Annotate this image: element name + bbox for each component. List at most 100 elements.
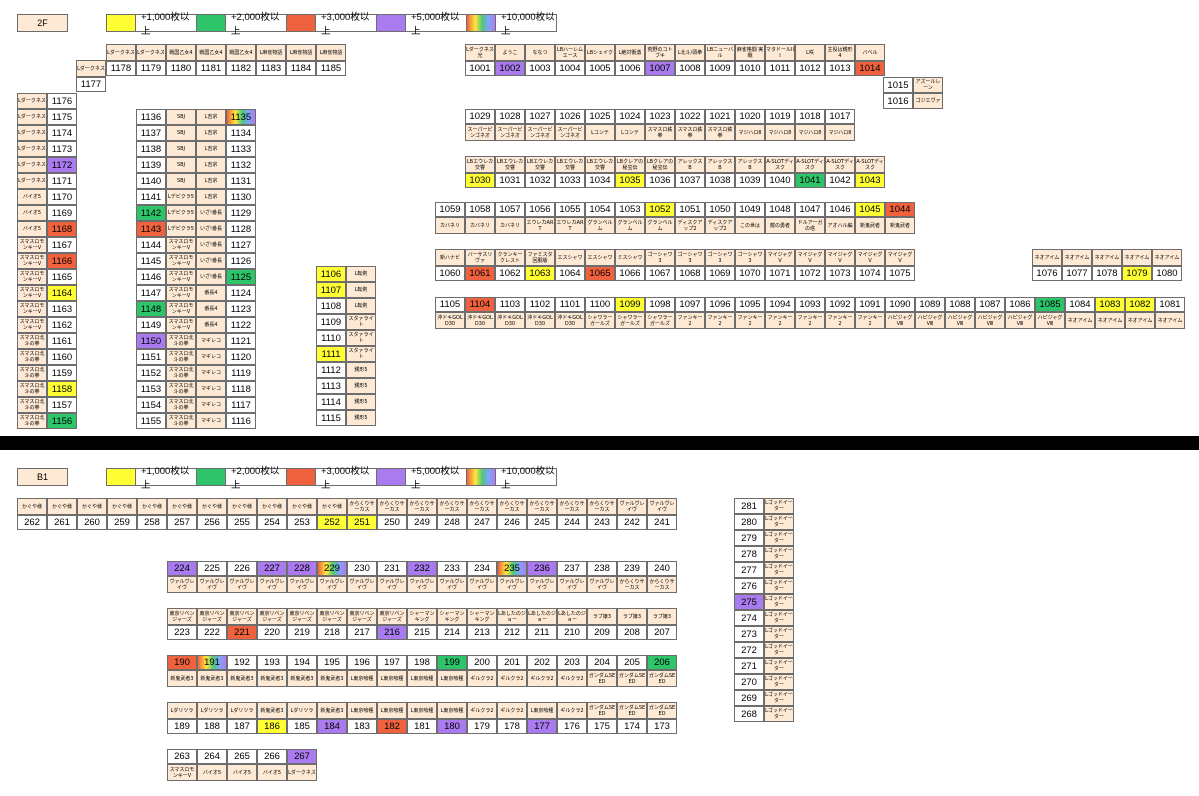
machine-number[interactable]: 1093 xyxy=(795,297,825,312)
machine-number[interactable]: 1125 xyxy=(226,269,256,285)
machine-number[interactable]: 1109 xyxy=(316,314,346,330)
machine-number[interactable]: 205 xyxy=(617,655,647,670)
machine-number[interactable]: 176 xyxy=(557,719,587,734)
machine-number[interactable]: 1083 xyxy=(1095,297,1125,312)
machine-number[interactable]: 1146 xyxy=(136,269,166,285)
machine-number[interactable]: 1131 xyxy=(226,173,256,189)
machine-number[interactable]: 1150 xyxy=(136,333,166,349)
machine-number[interactable]: 184 xyxy=(317,719,347,734)
machine-number[interactable]: 1164 xyxy=(47,285,77,301)
machine-number[interactable]: 1183 xyxy=(256,61,286,76)
machine-number[interactable]: 1004 xyxy=(555,61,585,76)
machine-number[interactable]: 1018 xyxy=(795,109,825,124)
machine-number[interactable]: 192 xyxy=(227,655,257,670)
machine-number[interactable]: 1153 xyxy=(136,381,166,397)
machine-number[interactable]: 1142 xyxy=(136,205,166,221)
machine-number[interactable]: 245 xyxy=(527,515,557,530)
machine-number[interactable]: 212 xyxy=(497,625,527,640)
machine-number[interactable]: 1042 xyxy=(825,173,855,188)
machine-number[interactable]: 1115 xyxy=(316,410,346,426)
machine-number[interactable]: 1049 xyxy=(735,202,765,217)
machine-number[interactable]: 1100 xyxy=(585,297,615,312)
machine-number[interactable]: 223 xyxy=(167,625,197,640)
machine-number[interactable]: 1118 xyxy=(226,381,256,397)
machine-number[interactable]: 1015 xyxy=(883,77,913,93)
machine-number[interactable]: 198 xyxy=(407,655,437,670)
machine-number[interactable]: 1158 xyxy=(47,381,77,397)
machine-number[interactable]: 1124 xyxy=(226,285,256,301)
machine-number[interactable]: 1079 xyxy=(1122,266,1152,281)
machine-number[interactable]: 240 xyxy=(647,561,677,576)
machine-number[interactable]: 280 xyxy=(734,514,764,530)
machine-number[interactable]: 1005 xyxy=(585,61,615,76)
machine-number[interactable]: 1173 xyxy=(47,141,77,157)
machine-number[interactable]: 263 xyxy=(167,749,197,764)
machine-number[interactable]: 1148 xyxy=(136,301,166,317)
machine-number[interactable]: 211 xyxy=(527,625,557,640)
machine-number[interactable]: 1080 xyxy=(1152,266,1182,281)
machine-number[interactable]: 1135 xyxy=(226,109,256,125)
machine-number[interactable]: 1054 xyxy=(585,202,615,217)
machine-number[interactable]: 196 xyxy=(347,655,377,670)
machine-number[interactable]: 1166 xyxy=(47,253,77,269)
machine-number[interactable]: 1155 xyxy=(136,413,166,429)
machine-number[interactable]: 238 xyxy=(587,561,617,576)
machine-number[interactable]: 181 xyxy=(407,719,437,734)
machine-number[interactable]: 1031 xyxy=(495,173,525,188)
machine-number[interactable]: 1169 xyxy=(47,205,77,221)
machine-number[interactable]: 1052 xyxy=(645,202,675,217)
machine-number[interactable]: 187 xyxy=(227,719,257,734)
machine-number[interactable]: 1064 xyxy=(555,266,585,281)
machine-number[interactable]: 208 xyxy=(617,625,647,640)
machine-number[interactable]: 274 xyxy=(734,610,764,626)
machine-number[interactable]: 1090 xyxy=(885,297,915,312)
machine-number[interactable]: 1088 xyxy=(945,297,975,312)
machine-number[interactable]: 264 xyxy=(197,749,227,764)
machine-number[interactable]: 1019 xyxy=(765,109,795,124)
machine-number[interactable]: 1037 xyxy=(675,173,705,188)
machine-number[interactable]: 1059 xyxy=(435,202,465,217)
machine-number[interactable]: 244 xyxy=(557,515,587,530)
machine-number[interactable]: 1009 xyxy=(705,61,735,76)
machine-number[interactable]: 1141 xyxy=(136,189,166,205)
machine-number[interactable]: 1046 xyxy=(825,202,855,217)
machine-number[interactable]: 1102 xyxy=(525,297,555,312)
machine-number[interactable]: 1045 xyxy=(855,202,885,217)
machine-number[interactable]: 1113 xyxy=(316,378,346,394)
machine-number[interactable]: 1025 xyxy=(585,109,615,124)
machine-number[interactable]: 1157 xyxy=(47,397,77,413)
machine-number[interactable]: 1103 xyxy=(495,297,525,312)
machine-number[interactable]: 1074 xyxy=(855,266,885,281)
machine-number[interactable]: 1185 xyxy=(316,61,346,76)
machine-number[interactable]: 1161 xyxy=(47,333,77,349)
machine-number[interactable]: 1067 xyxy=(645,266,675,281)
machine-number[interactable]: 1181 xyxy=(196,61,226,76)
machine-number[interactable]: 224 xyxy=(167,561,197,576)
machine-number[interactable]: 1058 xyxy=(465,202,495,217)
machine-number[interactable]: 216 xyxy=(377,625,407,640)
machine-number[interactable]: 1050 xyxy=(705,202,735,217)
machine-number[interactable]: 1070 xyxy=(735,266,765,281)
machine-number[interactable]: 1162 xyxy=(47,317,77,333)
machine-number[interactable]: 1044 xyxy=(885,202,915,217)
machine-number[interactable]: 1127 xyxy=(226,237,256,253)
machine-number[interactable]: 204 xyxy=(587,655,617,670)
machine-number[interactable]: 1061 xyxy=(465,266,495,281)
machine-number[interactable]: 237 xyxy=(557,561,587,576)
machine-number[interactable]: 277 xyxy=(734,562,764,578)
machine-number[interactable]: 1057 xyxy=(495,202,525,217)
machine-number[interactable]: 1145 xyxy=(136,253,166,269)
machine-number[interactable]: 278 xyxy=(734,546,764,562)
machine-number[interactable]: 1006 xyxy=(615,61,645,76)
machine-number[interactable]: 1085 xyxy=(1035,297,1065,312)
machine-number[interactable]: 1175 xyxy=(47,109,77,125)
machine-number[interactable]: 1105 xyxy=(435,297,465,312)
machine-number[interactable]: 207 xyxy=(647,625,677,640)
machine-number[interactable]: 1024 xyxy=(615,109,645,124)
machine-number[interactable]: 252 xyxy=(317,515,347,530)
machine-number[interactable]: 255 xyxy=(227,515,257,530)
machine-number[interactable]: 254 xyxy=(257,515,287,530)
machine-number[interactable]: 256 xyxy=(197,515,227,530)
machine-number[interactable]: 267 xyxy=(287,749,317,764)
machine-number[interactable]: 1077 xyxy=(1062,266,1092,281)
